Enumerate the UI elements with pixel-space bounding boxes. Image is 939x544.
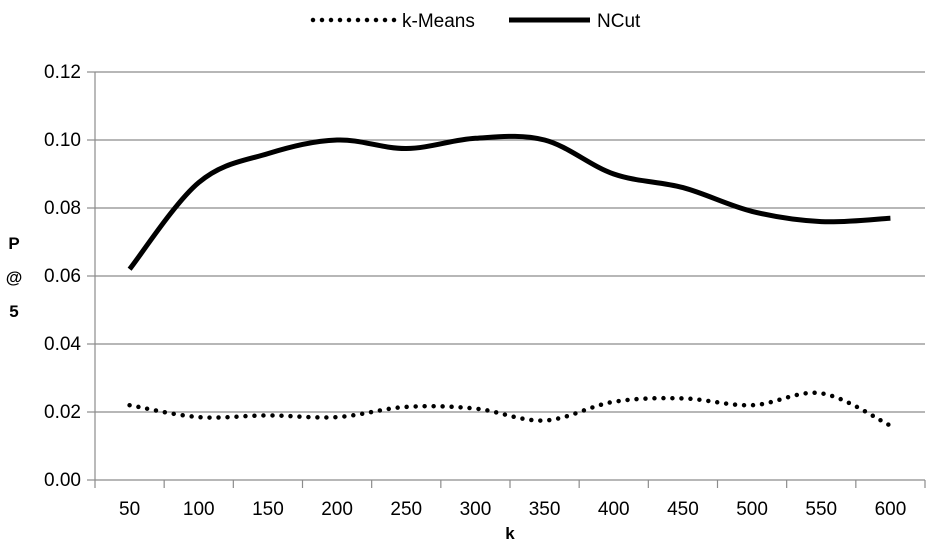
data-point-k-means (680, 395, 686, 401)
x-tick-label: 500 (736, 499, 768, 520)
data-point-k-means (542, 418, 548, 424)
data-point-k-means (127, 402, 133, 408)
axes (94, 72, 926, 488)
data-point-ncut (818, 219, 824, 225)
series-lines (127, 133, 893, 429)
x-tick-label: 100 (183, 499, 215, 520)
data-point-k-means (749, 402, 755, 408)
y-tick-label: 0.12 (44, 62, 81, 83)
x-axis-tick-labels: 50 100 150 200 250 300 350 400 450 500 550 600 (119, 499, 906, 520)
y-tick-label: 0.10 (44, 130, 81, 151)
series-line-k-means (127, 390, 893, 428)
x-tick-label: 150 (252, 499, 284, 520)
data-point-ncut (749, 208, 755, 214)
data-point-ncut (265, 151, 271, 157)
data-point-ncut (127, 266, 133, 272)
y-tick-label: 0.00 (44, 470, 81, 491)
data-point-k-means (265, 412, 271, 418)
y-axis-tick-labels: 0.00 0.02 0.04 0.06 0.08 0.10 0.12 (44, 62, 81, 491)
data-point-k-means (334, 414, 340, 420)
y-axis-title-part: @ (6, 268, 23, 287)
x-tick-label: 300 (460, 499, 492, 520)
data-point-k-means (403, 404, 409, 410)
legend-label-k-means: k-Means (402, 11, 475, 32)
data-point-ncut (196, 180, 202, 186)
gridlines (87, 71, 925, 481)
y-tick-label: 0.02 (44, 402, 81, 423)
y-tick-label: 0.08 (44, 198, 81, 219)
data-point-k-means (611, 399, 617, 405)
legend-label-ncut: NCut (597, 11, 641, 32)
data-point-ncut (403, 146, 409, 152)
data-point-ncut (334, 137, 340, 143)
x-tick-label: 200 (321, 499, 353, 520)
legend: k-Means NCut (310, 11, 641, 32)
data-point-k-means (472, 406, 478, 412)
data-point-ncut (887, 215, 893, 221)
y-tick-label: 0.04 (44, 334, 81, 355)
data-point-k-means (887, 423, 893, 429)
data-point-ncut (542, 137, 548, 143)
data-point-k-means (818, 390, 824, 396)
axis-titles: P @5 k (6, 234, 516, 543)
x-tick-label: 400 (598, 499, 630, 520)
x-tick-label: 600 (875, 499, 907, 520)
x-axis-title: k (505, 524, 515, 543)
data-point-ncut (680, 185, 686, 191)
data-point-k-means (196, 414, 202, 420)
x-tick-label: 450 (667, 499, 699, 520)
data-point-ncut (472, 135, 478, 141)
y-axis-title-part: 5 (9, 302, 18, 321)
y-tick-label: 0.06 (44, 266, 81, 287)
x-tick-label: 250 (390, 499, 422, 520)
data-point-ncut (611, 171, 617, 177)
x-tick-label: 350 (529, 499, 561, 520)
y-axis-title-part: P (8, 234, 19, 253)
series-line-ncut (127, 133, 891, 271)
x-tick-label: 50 (119, 499, 140, 520)
x-tick-label: 550 (805, 499, 837, 520)
